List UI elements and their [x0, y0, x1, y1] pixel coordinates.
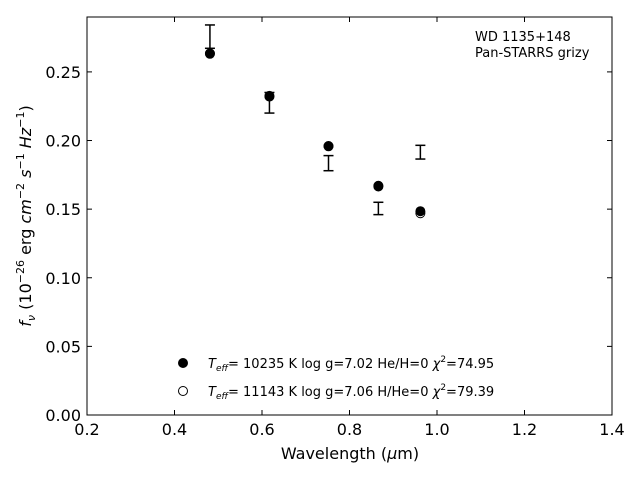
legend-marker-open [178, 386, 188, 396]
model-point-filled [323, 141, 334, 152]
x-tick-label: 0.8 [337, 420, 362, 439]
x-tick-label: 0.4 [162, 420, 187, 439]
legend: Teff= 10235 K log g=7.02 He/H=0 χ2=74.95… [178, 355, 494, 402]
legend-marker-filled [178, 358, 188, 368]
x-axis: 0.2 0.4 0.6 0.8 1.0 1.2 1.4 [74, 17, 625, 439]
y-tick-label: 0.05 [45, 337, 81, 356]
plot-frame [86, 16, 613, 416]
legend-entry-2: Teff= 11143 K log g=7.06 H/He=0 χ2=79.39 [208, 383, 494, 402]
x-tick-label: 1.4 [599, 420, 624, 439]
y-axis: 0.00 0.05 0.10 0.15 0.20 0.25 [45, 63, 612, 425]
x-tick-label: 1.2 [512, 420, 537, 439]
legend-entry-1: Teff= 10235 K log g=7.02 He/H=0 χ2=74.95 [208, 355, 494, 374]
y-tick-label: 0.25 [45, 63, 81, 82]
x-tick-label: 0.2 [74, 420, 99, 439]
annotation-line-1: WD 1135+148 [475, 30, 571, 45]
y-tick-label: 0.10 [45, 269, 81, 288]
x-axis-label: Wavelength (μm) [281, 444, 419, 463]
model-point-filled [373, 180, 384, 191]
observed-errorbars [204, 24, 426, 216]
model-points [204, 48, 426, 219]
x-tick-label: 0.6 [249, 420, 274, 439]
y-axis-label: fν (10−26 erg cm−2 s−1 Hz−1) [14, 105, 38, 326]
model-point-filled [204, 48, 215, 59]
y-tick-label: 0.20 [45, 132, 81, 151]
model-point-filled [264, 90, 275, 101]
y-tick-label: 0.15 [45, 200, 81, 219]
y-tick-label: 0.00 [45, 406, 81, 425]
model-point-filled [415, 206, 426, 217]
annotation-line-2: Pan-STARRS grizy [475, 46, 590, 61]
x-tick-label: 1.0 [424, 420, 449, 439]
